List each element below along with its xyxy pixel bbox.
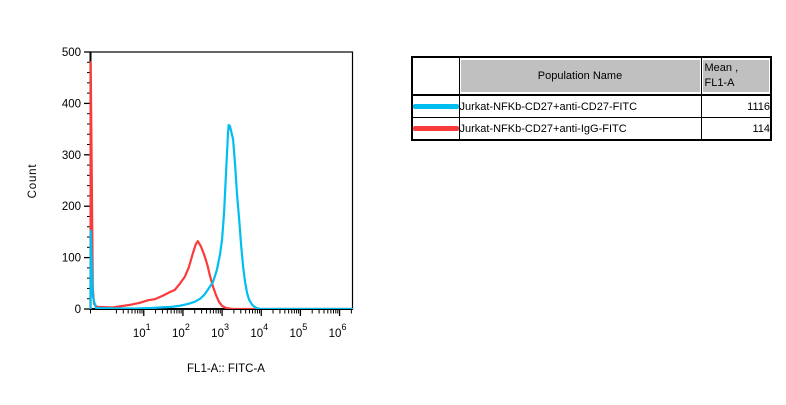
mean-value-cell: 1116: [700, 94, 772, 118]
mean-value-cell: 114: [700, 117, 772, 141]
mean-column-header: Mean , FL1-A: [700, 56, 772, 96]
svg-text:100: 100: [62, 253, 81, 265]
x-axis-label: FL1-A:: FITC-A: [187, 363, 265, 375]
svg-text:102: 102: [172, 322, 190, 340]
population-name-cell: Jurkat-NFKb-CD27+anti-CD27-FITC: [458, 94, 702, 118]
population-name-header-label: Population Name: [460, 60, 700, 92]
table-header-row: Population Name Mean , FL1-A: [411, 56, 772, 96]
svg-text:105: 105: [290, 322, 308, 340]
svg-text:103: 103: [211, 322, 229, 340]
svg-text:104: 104: [250, 322, 268, 340]
svg-text:0: 0: [75, 304, 81, 316]
svg-text:106: 106: [329, 322, 347, 340]
series-swatch-cell: [411, 117, 460, 141]
svg-text:500: 500: [62, 47, 81, 59]
y-axis-label: Count: [27, 163, 39, 199]
svg-text:400: 400: [62, 98, 81, 110]
table-row: Jurkat-NFKb-CD27+anti-CD27-FITC 1116: [411, 94, 772, 118]
table-row: Jurkat-NFKb-CD27+anti-IgG-FITC 114: [411, 117, 772, 141]
mean-header-label: Mean , FL1-A: [702, 60, 769, 92]
igg-series-color-swatch: [413, 126, 458, 131]
population-name-cell: Jurkat-NFKb-CD27+anti-IgG-FITC: [458, 117, 702, 141]
svg-text:200: 200: [62, 201, 81, 213]
swatch-column-header: [411, 56, 460, 96]
population-stats-table: Population Name Mean , FL1-A Jurkat-NFKb…: [411, 56, 772, 141]
svg-text:101: 101: [133, 322, 151, 340]
cd27-series-color-swatch: [413, 104, 458, 109]
series-swatch-cell: [411, 94, 460, 118]
svg-text:300: 300: [62, 150, 81, 162]
population-name-header: Population Name: [458, 56, 702, 96]
